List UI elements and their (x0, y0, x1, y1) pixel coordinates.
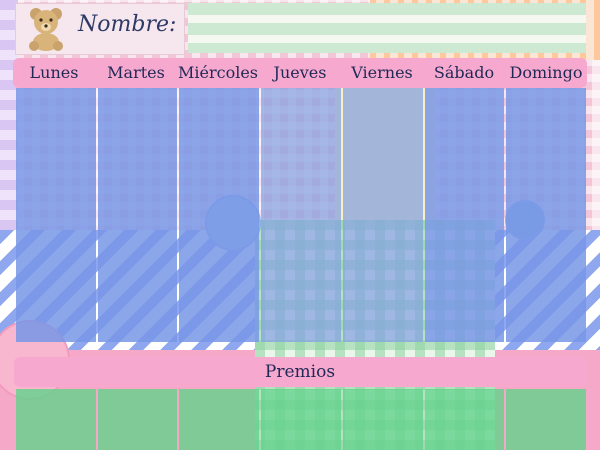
prize-cell-jueves[interactable] (261, 389, 341, 450)
day-label-domingo: Domingo (509, 63, 583, 82)
day-column-martes[interactable] (97, 88, 178, 342)
prize-cell-sabado[interactable] (424, 389, 505, 450)
day-label-lunes: Lunes (29, 63, 79, 82)
name-field-container (188, 3, 586, 53)
day-column-lunes[interactable] (16, 88, 96, 342)
day-column-viernes[interactable] (342, 88, 423, 342)
prizes-header: Premios (14, 357, 586, 387)
prize-cell-viernes[interactable] (342, 389, 423, 450)
prize-columns (16, 389, 587, 450)
prize-cell-lunes[interactable] (16, 389, 96, 450)
day-column-domingo[interactable] (506, 88, 587, 342)
day-label-sabado: Sábado (433, 63, 495, 82)
teddy-bear-icon (29, 8, 63, 51)
prize-cell-miercoles[interactable] (179, 389, 260, 450)
name-input[interactable] (188, 3, 586, 53)
day-label-martes: Martes (107, 63, 165, 82)
prize-cell-martes[interactable] (97, 389, 178, 450)
day-label-jueves: Jueves (273, 63, 327, 82)
name-label: Nombre: (78, 12, 177, 37)
day-column-miercoles[interactable] (179, 88, 260, 342)
prize-cell-domingo[interactable] (506, 389, 587, 450)
day-label-miercoles: Miércoles (177, 63, 258, 82)
day-label-viernes: Viernes (351, 63, 413, 82)
weekday-header: Lunes Martes Miércoles Jueves Viernes Sá… (13, 58, 587, 88)
weekday-columns (16, 88, 587, 342)
day-column-sabado[interactable] (424, 88, 505, 342)
day-column-jueves[interactable] (261, 88, 341, 342)
